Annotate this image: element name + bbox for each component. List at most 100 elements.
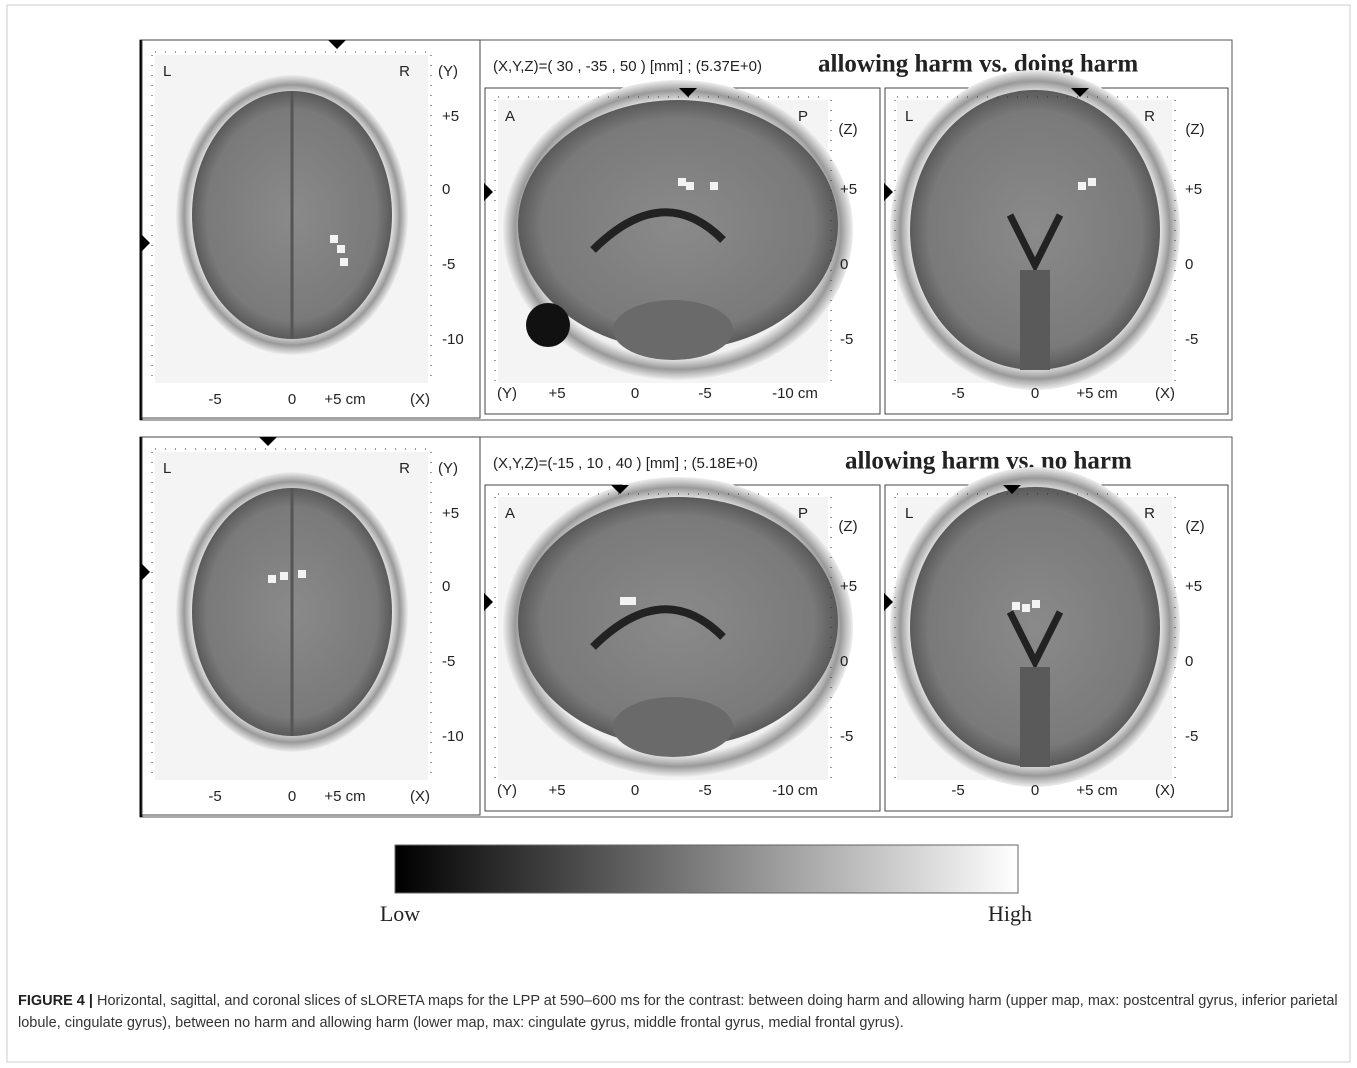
h-tick-label: +5 — [548, 782, 565, 799]
corner-label: P — [798, 505, 808, 522]
h-tick-label: 0 — [1031, 782, 1039, 799]
h-tick-label: -5 — [698, 385, 711, 402]
h-tick-label: -5 — [951, 782, 964, 799]
slice-marker — [884, 593, 893, 611]
h-tick-label: +5 cm — [324, 788, 365, 805]
axis-label: (Y) — [438, 63, 458, 80]
v-tick-label: -5 — [442, 256, 455, 273]
h-tick-label: -5 — [208, 788, 221, 805]
activation — [1088, 178, 1096, 186]
activation — [337, 245, 345, 253]
activation — [340, 258, 348, 266]
contrast-title: allowing harm vs. no harm — [845, 448, 1132, 475]
h-tick-label: +5 cm — [1076, 782, 1117, 799]
v-tick-label: +5 — [840, 181, 857, 198]
slice-marker — [679, 88, 697, 97]
caption-label: FIGURE 4 | — [18, 993, 93, 1009]
colorbar-low: Low — [380, 901, 420, 926]
v-tick-label: 0 — [442, 578, 450, 595]
activation — [298, 570, 306, 578]
v-tick-label: +5 — [1185, 181, 1202, 198]
ventricle — [590, 208, 726, 253]
axis-label: (Y) — [497, 782, 517, 799]
slice-marker — [1071, 88, 1089, 97]
axis-label: (Y) — [497, 385, 517, 402]
corner-label: R — [399, 460, 410, 477]
caption: FIGURE 4 | Horizontal, sagittal, and cor… — [18, 990, 1340, 1034]
corner-label: L — [905, 108, 913, 125]
v-tick-label: +5 — [442, 505, 459, 522]
caption-text: Horizontal, sagittal, and coronal slices… — [18, 993, 1338, 1031]
v-tick-label: -10 — [442, 331, 464, 348]
corner-label: L — [163, 63, 171, 80]
h-tick-label: -5 — [951, 385, 964, 402]
coordinates: (X,Y,Z)=( 30 , -35 , 50 ) [mm] ; (5.37E+… — [493, 58, 762, 75]
corner-label: A — [505, 505, 515, 522]
h-tick-label: -5 — [208, 391, 221, 408]
activation — [268, 575, 276, 583]
brain — [518, 497, 838, 747]
colorbar — [394, 844, 1019, 894]
v-tick-label: +5 — [840, 578, 857, 595]
v-tick-label: 0 — [1185, 256, 1193, 273]
activation — [1032, 600, 1040, 608]
view-frame — [141, 436, 481, 816]
slice-marker — [141, 563, 150, 581]
ventricles — [1006, 610, 1064, 670]
brain — [518, 100, 838, 350]
slice-marker — [1003, 485, 1021, 494]
corner-label: L — [163, 460, 171, 477]
brain — [910, 487, 1160, 767]
slice-marker — [141, 234, 150, 252]
axis-label: (X) — [410, 391, 430, 408]
brain — [910, 90, 1160, 370]
activation — [1078, 182, 1086, 190]
activation — [280, 572, 288, 580]
axis-label: (X) — [1155, 782, 1175, 799]
ventricles — [1006, 213, 1064, 273]
v-tick-label: 0 — [840, 653, 848, 670]
axis-label: (Z) — [838, 518, 857, 535]
brainstem — [1020, 667, 1050, 767]
orbit — [526, 303, 570, 347]
h-tick-label: 0 — [288, 391, 296, 408]
h-tick-label: +5 cm — [324, 391, 365, 408]
slice-marker — [328, 40, 346, 49]
colorbar-high: High — [988, 901, 1032, 926]
brainstem — [1020, 270, 1050, 370]
axis-label: (Z) — [838, 121, 857, 138]
corner-label: R — [399, 63, 410, 80]
v-tick-label: -5 — [442, 653, 455, 670]
h-tick-label: 0 — [631, 385, 639, 402]
v-tick-label: -10 — [442, 728, 464, 745]
corner-label: A — [505, 108, 515, 125]
activation — [1012, 602, 1020, 610]
activation — [628, 597, 636, 605]
v-tick-label: +5 — [442, 108, 459, 125]
axis-label: (Z) — [1185, 518, 1204, 535]
slice-marker — [259, 437, 277, 446]
activation — [620, 597, 628, 605]
h-tick-label: -10 cm — [772, 385, 818, 402]
v-tick-label: 0 — [840, 256, 848, 273]
v-tick-label: -5 — [1185, 728, 1198, 745]
brainstem — [613, 697, 733, 757]
h-tick-label: +5 cm — [1076, 385, 1117, 402]
corner-label: P — [798, 108, 808, 125]
h-tick-label: -5 — [698, 782, 711, 799]
h-tick-label: 0 — [288, 788, 296, 805]
h-tick-label: 0 — [631, 782, 639, 799]
corner-label: R — [1144, 108, 1155, 125]
axis-label: (Z) — [1185, 121, 1204, 138]
v-tick-label: -5 — [1185, 331, 1198, 348]
axis-label: (Y) — [438, 460, 458, 477]
slice-marker — [484, 593, 493, 611]
view-frame — [141, 39, 481, 419]
h-tick-label: -10 cm — [772, 782, 818, 799]
contrast-title: allowing harm vs. doing harm — [818, 51, 1138, 78]
brainstem — [613, 300, 733, 360]
activation — [678, 178, 686, 186]
corner-label: R — [1144, 505, 1155, 522]
slice-marker — [611, 485, 629, 494]
